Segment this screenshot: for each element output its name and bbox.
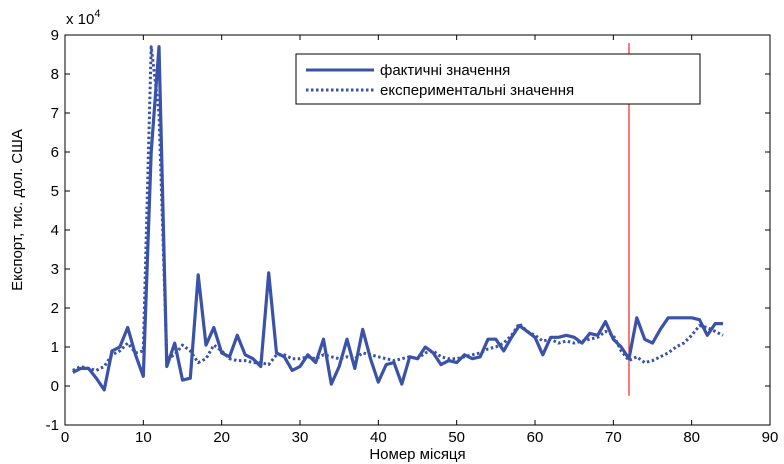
x-tick-label: 50 (448, 429, 465, 446)
y-tick-label: 6 (51, 144, 59, 161)
y-tick-label: 0 (51, 378, 59, 395)
y-tick-label: 2 (51, 300, 59, 317)
y-tick-label: 7 (51, 105, 59, 122)
x-tick-label: 20 (213, 429, 230, 446)
legend: фактичні значення експериментальні значе… (296, 54, 700, 104)
x-tick-label: 60 (527, 429, 544, 446)
x-axis-title: Номер місяця (369, 446, 465, 463)
x-tick-label: 40 (370, 429, 387, 446)
y-tick-label: 8 (51, 66, 59, 83)
x-tick-label: 80 (683, 429, 700, 446)
y-tick-label: -1 (46, 417, 59, 434)
y-tick-label: 1 (51, 339, 59, 356)
x-tick-label: 30 (292, 429, 309, 446)
legend-label-experimental: експериментальні значення (380, 82, 574, 99)
y-tick-label: 4 (51, 222, 59, 239)
x-tick-label: 90 (762, 429, 779, 446)
y-tick-label: 9 (51, 27, 59, 44)
x-tick-label: 0 (61, 429, 69, 446)
legend-label-actual: фактичні значення (380, 62, 510, 79)
y-axis-title: Експорт, тис. дол. США (9, 129, 26, 291)
y-tick-label: 3 (51, 261, 59, 278)
x-tick-label: 70 (605, 429, 622, 446)
y-tick-label: 5 (51, 183, 59, 200)
x-tick-label: 10 (135, 429, 152, 446)
